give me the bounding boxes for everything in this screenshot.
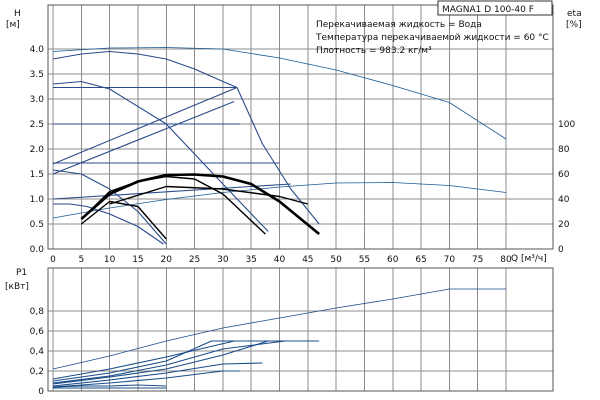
x-tick-label: 0 — [50, 255, 56, 265]
x-tick-label: 45 — [302, 255, 313, 265]
x-tick-label: 50 — [330, 255, 342, 265]
y-tick-label: 3.5 — [30, 70, 44, 80]
x-tick-label: 40 — [274, 255, 286, 265]
flow-x-ticks: 0 5 10 15 20 25 30 35 40 45 50 55 60 65 70 75 80 — [50, 255, 512, 265]
head-curve-system — [52, 47, 507, 140]
head-curve-performance — [52, 80, 269, 232]
x-tick-label: 60 — [387, 255, 399, 265]
power-y-ticks: 0 0,2 0,4 0,6 0,8 — [30, 307, 45, 397]
eta-tick-label: 20 — [558, 220, 570, 230]
eta-tick-label: 0 — [558, 245, 564, 255]
eta-y-ticks: 0 20 40 60 80 100 — [558, 120, 575, 255]
power-tick-label: 0,2 — [30, 367, 44, 377]
x-tick-label: 35 — [245, 255, 256, 265]
power-curve — [52, 340, 308, 382]
annotation-density: Плотность = 983.2 кг/м³ — [316, 46, 432, 56]
power-curve — [52, 370, 240, 388]
power-tick-label: 0,4 — [30, 347, 45, 357]
x-tick-label: 25 — [189, 255, 200, 265]
flow-axis-label: Q [м³/ч] — [511, 254, 547, 264]
power-curve — [52, 340, 286, 384]
x-tick-label: 5 — [78, 255, 84, 265]
x-tick-label: 65 — [415, 255, 426, 265]
power-curve — [52, 288, 506, 370]
eta-axis-label: eta — [567, 9, 582, 19]
head-axis-label: H — [14, 9, 21, 19]
x-tick-label: 20 — [161, 255, 173, 265]
eta-tick-label: 100 — [558, 120, 575, 130]
head-curve-performance — [52, 169, 167, 245]
power-curve — [52, 362, 263, 387]
y-tick-label: 1.5 — [30, 170, 44, 180]
head-curve-aux — [80, 175, 266, 235]
x-tick-label: 80 — [500, 255, 512, 265]
power-curves — [52, 288, 506, 389]
head-curve-performance — [52, 50, 238, 89]
x-tick-label: 15 — [132, 255, 143, 265]
power-panel-frame — [47, 267, 554, 392]
x-tick-label: 70 — [444, 255, 456, 265]
power-curve — [52, 384, 167, 388]
annotation-temperature: Температура перекачиваемой жидкости = 60… — [315, 33, 549, 43]
head-axis-unit: [м] — [6, 20, 20, 30]
x-tick-label: 75 — [472, 255, 483, 265]
power-tick-label: 0,6 — [30, 327, 45, 337]
power-tick-label: 0 — [38, 387, 44, 397]
x-tick-label: 10 — [104, 255, 116, 265]
y-tick-label: 3.0 — [30, 95, 45, 105]
head-curve-performance — [52, 86, 238, 165]
head-curve-performance — [236, 87, 320, 225]
head-curves — [52, 47, 507, 245]
y-tick-label: 0.5 — [30, 220, 44, 230]
head-panel-frame — [47, 4, 554, 250]
eta-tick-label: 40 — [558, 195, 570, 205]
head-curve-performance — [52, 100, 235, 175]
pump-model-title: MAGNA1 D 100-40 F — [442, 5, 534, 15]
power-axis-label: P1 — [16, 268, 27, 278]
power-curve — [52, 340, 269, 385]
y-tick-label: 2.5 — [30, 120, 44, 130]
head-curve-emphasis — [80, 173, 320, 236]
y-tick-label: 4.0 — [30, 45, 45, 55]
pump-model-box — [437, 0, 553, 16]
head-curve-aux — [109, 185, 308, 205]
eta-tick-label: 60 — [558, 170, 570, 180]
x-tick-label: 30 — [217, 255, 229, 265]
eta-axis-unit: [%] — [566, 20, 582, 30]
y-tick-label: 2.0 — [30, 145, 45, 155]
head-curve-aux — [80, 200, 167, 240]
eta-tick-label: 80 — [558, 145, 570, 155]
head-y-ticks: 0.0 0.5 1.0 1.5 2.0 2.5 3.0 3.5 4.0 — [30, 45, 45, 255]
power-tick-label: 0,8 — [30, 307, 45, 317]
y-tick-label: 0.0 — [30, 245, 45, 255]
head-curve-performance — [52, 183, 291, 200]
y-tick-label: 1.0 — [30, 195, 45, 205]
x-tick-label: 55 — [359, 255, 370, 265]
head-grid — [48, 5, 553, 250]
annotation-fluid: Перекачиваемая жидкость = Вода — [316, 20, 482, 30]
power-axis-unit: [кВт] — [5, 282, 29, 292]
